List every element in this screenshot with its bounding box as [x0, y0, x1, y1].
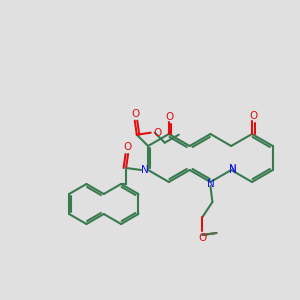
Text: O: O	[154, 128, 162, 138]
Text: O: O	[132, 109, 140, 119]
Text: O: O	[166, 112, 174, 122]
Text: O: O	[249, 111, 257, 121]
Text: N: N	[229, 164, 237, 174]
Text: O: O	[198, 233, 207, 243]
Text: O: O	[123, 142, 131, 152]
Text: N: N	[207, 179, 214, 189]
Text: N: N	[229, 165, 237, 175]
Text: N: N	[141, 165, 149, 175]
